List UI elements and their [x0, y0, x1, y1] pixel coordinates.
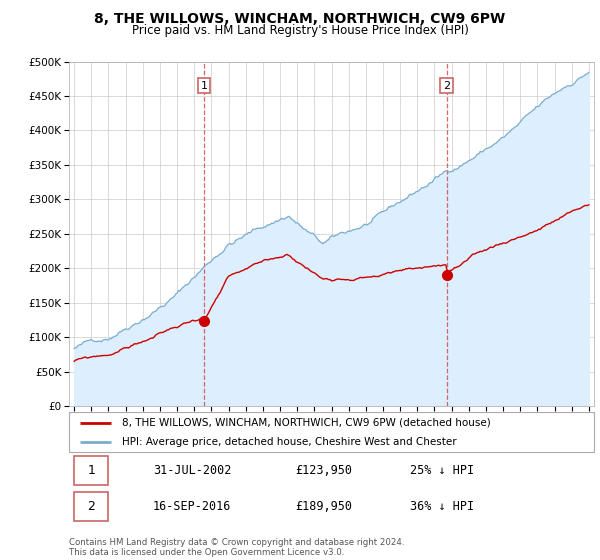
Text: 2: 2: [443, 81, 450, 91]
Text: 8, THE WILLOWS, WINCHAM, NORTHWICH, CW9 6PW (detached house): 8, THE WILLOWS, WINCHAM, NORTHWICH, CW9 …: [121, 418, 490, 428]
Text: 1: 1: [88, 464, 95, 477]
Text: 1: 1: [200, 81, 208, 91]
Text: Contains HM Land Registry data © Crown copyright and database right 2024.
This d: Contains HM Land Registry data © Crown c…: [69, 538, 404, 557]
Text: 16-SEP-2016: 16-SEP-2016: [153, 500, 232, 513]
Text: 8, THE WILLOWS, WINCHAM, NORTHWICH, CW9 6PW: 8, THE WILLOWS, WINCHAM, NORTHWICH, CW9 …: [94, 12, 506, 26]
Text: Price paid vs. HM Land Registry's House Price Index (HPI): Price paid vs. HM Land Registry's House …: [131, 24, 469, 37]
Text: £123,950: £123,950: [295, 464, 352, 477]
FancyBboxPatch shape: [74, 456, 109, 485]
FancyBboxPatch shape: [74, 492, 109, 521]
Text: HPI: Average price, detached house, Cheshire West and Chester: HPI: Average price, detached house, Ches…: [121, 437, 456, 447]
Text: 25% ↓ HPI: 25% ↓ HPI: [410, 464, 475, 477]
Text: 36% ↓ HPI: 36% ↓ HPI: [410, 500, 475, 513]
Text: 31-JUL-2002: 31-JUL-2002: [153, 464, 232, 477]
Text: £189,950: £189,950: [295, 500, 352, 513]
Text: 2: 2: [88, 500, 95, 513]
FancyBboxPatch shape: [69, 412, 594, 452]
